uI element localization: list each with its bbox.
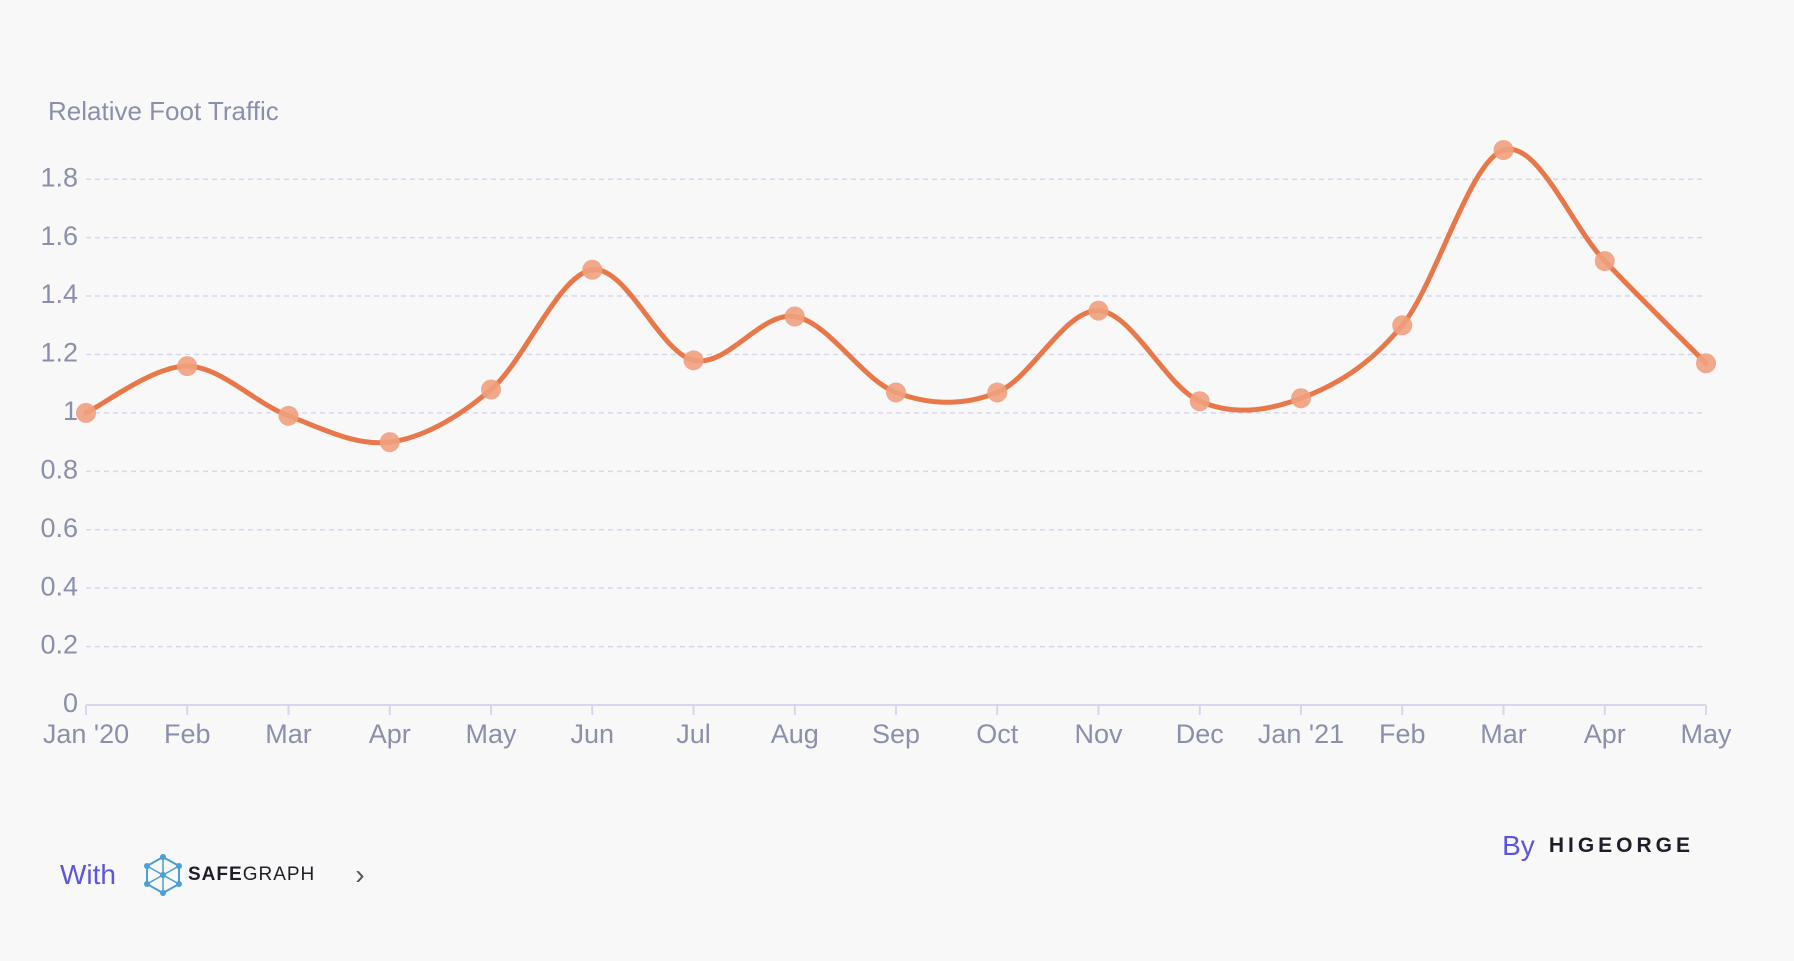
x-tick-label: Apr bbox=[369, 719, 411, 749]
data-point[interactable] bbox=[1594, 251, 1615, 271]
x-tick-label: Jan '21 bbox=[1258, 719, 1344, 749]
safegraph-wordmark: SAFEGRAPH bbox=[188, 864, 316, 885]
x-tick-label: Jun bbox=[570, 719, 614, 749]
chevron-right-icon[interactable]: › bbox=[355, 859, 365, 890]
y-tick-label: 0.6 bbox=[40, 513, 78, 543]
y-tick-label: 0.8 bbox=[40, 454, 78, 484]
data-point[interactable] bbox=[481, 379, 501, 400]
y-tick-label: 0 bbox=[63, 688, 78, 718]
data-point[interactable] bbox=[886, 382, 906, 403]
x-tick-label: Feb bbox=[1379, 719, 1426, 749]
y-tick-label: 1 bbox=[63, 396, 78, 426]
y-tick-label: 1.2 bbox=[40, 338, 78, 368]
data-point[interactable] bbox=[683, 350, 704, 371]
x-tick-label: Jul bbox=[676, 719, 711, 749]
y-tick-label: 0.2 bbox=[40, 630, 78, 660]
safegraph-logo: SAFEGRAPH bbox=[144, 854, 315, 896]
x-tick-label: Mar bbox=[265, 719, 312, 749]
data-point[interactable] bbox=[1696, 353, 1716, 374]
x-tick-label: Aug bbox=[771, 719, 819, 749]
data-point[interactable] bbox=[379, 432, 400, 453]
data-point[interactable] bbox=[1189, 391, 1210, 412]
by-label: By bbox=[1502, 830, 1535, 861]
data-point[interactable] bbox=[987, 382, 1008, 403]
data-point[interactable] bbox=[177, 356, 198, 377]
data-point[interactable] bbox=[1088, 300, 1109, 321]
data-point[interactable] bbox=[1493, 140, 1514, 160]
safegraph-icon bbox=[144, 854, 182, 896]
x-tick-label: May bbox=[465, 719, 517, 749]
data-point[interactable] bbox=[1291, 388, 1311, 409]
safegraph-attribution[interactable]: With SAFEGRAPH › bbox=[60, 854, 365, 896]
data-point[interactable] bbox=[582, 259, 603, 280]
data-point[interactable] bbox=[784, 306, 805, 327]
y-axis: 0 0.2 0.4 0.6 0.8 1 1.2 1.4 1.6 1.8 bbox=[40, 162, 78, 718]
x-tick-label: Dec bbox=[1176, 719, 1224, 749]
higeorge-logo: HIGEORGE bbox=[1548, 834, 1694, 857]
x-tick-label: Feb bbox=[164, 719, 211, 749]
higeorge-attribution[interactable]: By HIGEORGE bbox=[1502, 830, 1694, 862]
x-tick-label: Sep bbox=[872, 719, 920, 749]
data-point[interactable] bbox=[76, 402, 96, 423]
y-tick-label: 1.8 bbox=[40, 162, 78, 192]
y-tick-label: 0.4 bbox=[40, 571, 78, 601]
x-tick-label: Jan '20 bbox=[43, 719, 129, 749]
x-tick-label: Oct bbox=[976, 719, 1019, 749]
data-point[interactable] bbox=[1392, 315, 1413, 336]
grid bbox=[86, 178, 1706, 648]
series bbox=[76, 140, 1716, 453]
x-tick-label: Apr bbox=[1584, 719, 1626, 749]
y-axis-title: Relative Foot Traffic bbox=[48, 96, 279, 126]
y-tick-label: 1.6 bbox=[40, 221, 78, 251]
with-label: With bbox=[60, 859, 116, 890]
x-axis: Jan '20 Feb Mar Apr May Jun Jul Aug Sep Oct Nov Dec… bbox=[43, 704, 1732, 749]
data-point[interactable] bbox=[278, 405, 299, 426]
x-tick-label: May bbox=[1680, 719, 1732, 749]
y-tick-label: 1.4 bbox=[40, 279, 78, 309]
x-tick-label: Nov bbox=[1074, 719, 1123, 749]
x-tick-label: Mar bbox=[1480, 719, 1527, 749]
